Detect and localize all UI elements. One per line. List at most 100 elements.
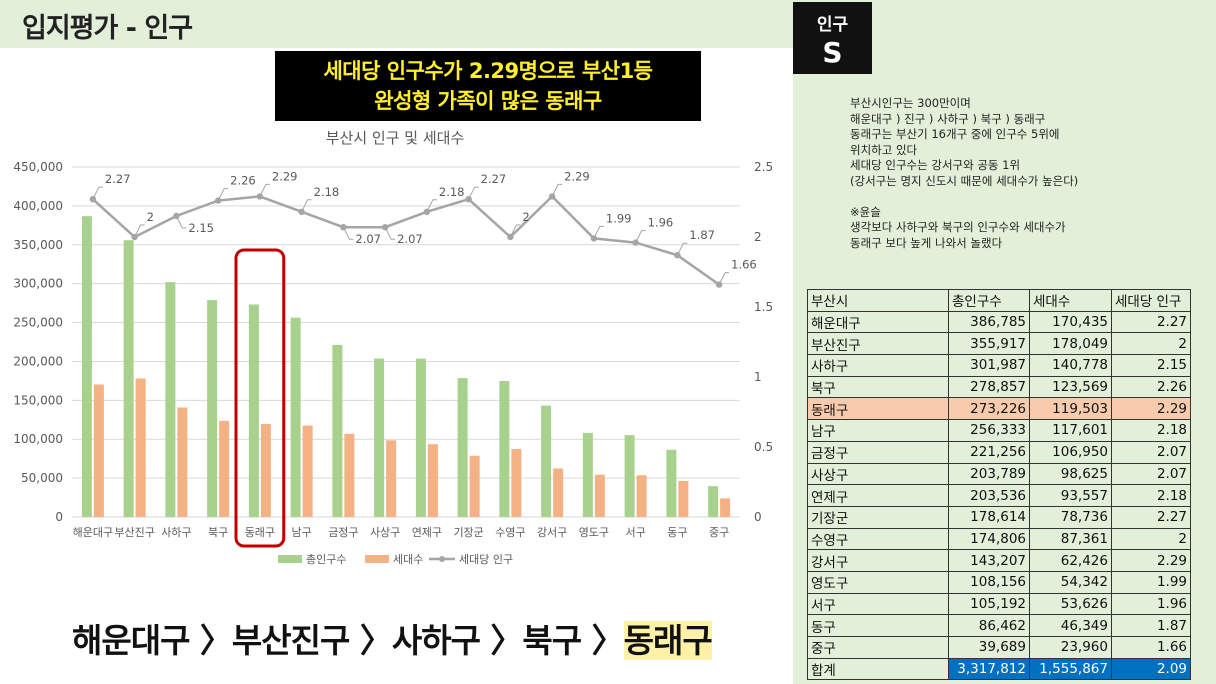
ratio-label-leader (509, 224, 521, 238)
category-label: 연제구 (412, 526, 442, 539)
left-axis-tick-label: 100,000 (13, 432, 63, 446)
bar-population (290, 317, 301, 517)
table-cell: 2.29 (1111, 397, 1191, 421)
table-row: 사하구 301,987 140,778 2.15 (807, 354, 1191, 377)
table-cell: 278,857 (948, 375, 1030, 399)
table-cell: 53,626 (1029, 592, 1112, 616)
left-axis-ticks: 0 50,000 100,000 150,000 200,000 250,000 300,0… (13, 160, 63, 524)
note-line: (강서구는 명지 신도시 때문에 세대수가 높은다) (850, 173, 1079, 188)
table-header-cell: 총인구수 (948, 289, 1030, 312)
headline-box: 세대당 인구수가 2.29명으로 부산1등 완성형 가족이 많은 동래구 (275, 51, 701, 121)
table-cell: 2.07 (1111, 462, 1191, 486)
category-label: 남구 (292, 526, 312, 539)
table-cell: 117,601 (1029, 419, 1112, 442)
table-cell: 106,950 (1029, 440, 1112, 464)
table-row: 동래구 273,226 119,503 2.29 (807, 397, 1191, 421)
category-label: 수영구 (495, 526, 525, 539)
table-cell: 2.09 (1111, 657, 1191, 681)
table-cell: 금정구 (807, 440, 949, 464)
note-line: 해운대구 ) 진구 ) 사하구 ) 북구 ) 동래구 (850, 111, 1046, 126)
table-cell: 1,555,867 (1029, 657, 1112, 681)
legend-label-population: 총인구수 (306, 553, 346, 566)
table-row: 동구 86,462 46,349 1.87 (807, 614, 1191, 637)
right-axis-tick-label: 1 (754, 370, 762, 384)
bar-population (624, 435, 635, 517)
table-cell: 178,049 (1029, 332, 1112, 356)
table-header-cell: 부산시 (807, 289, 949, 312)
table-cell: 2 (1111, 527, 1191, 551)
ratio-point-label: 1.96 (648, 216, 674, 230)
table-cell: 170,435 (1029, 310, 1112, 334)
bar-households (135, 378, 146, 517)
table-cell: 140,778 (1029, 354, 1112, 377)
category-label: 동래구 (245, 526, 275, 539)
bar-households (93, 384, 104, 517)
table-row: 강서구 143,207 62,426 2.29 (807, 549, 1191, 572)
bar-population (81, 216, 92, 517)
category-label: 해운대구 (73, 525, 113, 539)
category-label: 기장군 (453, 526, 483, 539)
table-cell: 중구 (807, 636, 949, 659)
ratio-point-label: 2.18 (439, 185, 465, 199)
table-header-cell: 세대당 인구 (1111, 289, 1191, 312)
population-table-wrap: 부산시 총인구수 세대수 세대당 인구 해운대구 386,785 170,435 2.… (807, 289, 1191, 681)
table-cell: 143,207 (948, 549, 1030, 572)
table-cell: 3,317,812 (948, 657, 1030, 681)
table-cell: 87,361 (1029, 527, 1112, 551)
table-cell: 2.27 (1111, 310, 1191, 334)
table-cell: 동래구 (807, 397, 949, 421)
table-header-row: 부산시 총인구수 세대수 세대당 인구 (807, 289, 1191, 312)
table-cell: 해운대구 (807, 310, 949, 334)
ratio-label-leader (92, 186, 103, 200)
table-cell: 1.87 (1111, 614, 1191, 637)
bar-households (177, 407, 188, 517)
legend-label-ratio: 세대당 인구 (459, 553, 513, 566)
table-cell: 256,333 (948, 419, 1030, 442)
table-cell: 연제구 (807, 484, 949, 507)
bar-population (541, 405, 552, 517)
note-line: 동래구는 부산기 16개구 중에 인구수 5위에 (850, 127, 1060, 141)
table-cell: 62,426 (1029, 549, 1112, 572)
title-band (0, 0, 793, 48)
table-cell: 1.66 (1111, 636, 1191, 659)
ratio-point-label: 2.26 (230, 174, 256, 188)
headline-line-2: 완성형 가족이 많은 동래구 (374, 89, 602, 113)
bar-households (260, 424, 271, 517)
bar-population (666, 449, 677, 517)
left-axis-tick-label: 250,000 (13, 316, 63, 330)
table-cell: 2.29 (1111, 549, 1191, 572)
table-row: 연제구 203,536 93,557 2.18 (807, 484, 1191, 507)
table-cell: 수영구 (807, 527, 949, 551)
table-cell: 2.18 (1111, 419, 1191, 442)
population-table: 부산시 총인구수 세대수 세대당 인구 해운대구 386,785 170,435 2.… (807, 289, 1191, 681)
ratio-line-path (92, 194, 720, 286)
note-line: 생각보다 사하구와 북구의 인구수와 세대수가 (850, 220, 1066, 234)
ratio-line: 2.27 2 2.15 2.26 2.29 2.18 2.07 2.07 2.18 2.27 2 2.… (89, 169, 757, 288)
table-row: 남구 256,333 117,601 2.18 (807, 419, 1191, 442)
bar-households (469, 455, 480, 517)
table-cell: 273,226 (948, 397, 1030, 421)
table-cell: 23,960 (1029, 636, 1112, 659)
table-cell: 301,987 (948, 354, 1030, 377)
table-cell: 203,789 (948, 462, 1030, 486)
table-cell: 2 (1111, 332, 1191, 356)
ratio-point-label: 1.87 (689, 228, 715, 242)
bar-households (386, 440, 397, 517)
headline-line-1: 세대당 인구수가 2.29명으로 부산1등 (323, 59, 653, 83)
notes-text: 부산시인구는 300만이며 해운대구 ) 진구 ) 사하구 ) 북구 ) 동래구… (850, 96, 1180, 251)
ratio-point-label: 1.66 (731, 258, 757, 272)
page-title: 입지평가 - 인구 (22, 13, 193, 44)
table-row: 서구 105,192 53,626 1.96 (807, 592, 1191, 616)
bar-population (708, 486, 719, 517)
table-cell: 동구 (807, 614, 949, 637)
left-axis-tick-label: 400,000 (13, 199, 63, 213)
left-axis-tick-label: 200,000 (13, 354, 63, 368)
bar-population (165, 282, 176, 517)
left-axis-tick-label: 0 (55, 510, 63, 524)
bar-population (415, 358, 426, 517)
table-cell: 2.15 (1111, 354, 1191, 377)
ranking-summary: 해운대구 〉부산진구 〉사하구 〉북구 〉동래구 (72, 614, 713, 662)
table-cell: 98,625 (1029, 462, 1112, 486)
table-cell: 203,536 (948, 484, 1030, 507)
ratio-label-leader (301, 199, 312, 213)
